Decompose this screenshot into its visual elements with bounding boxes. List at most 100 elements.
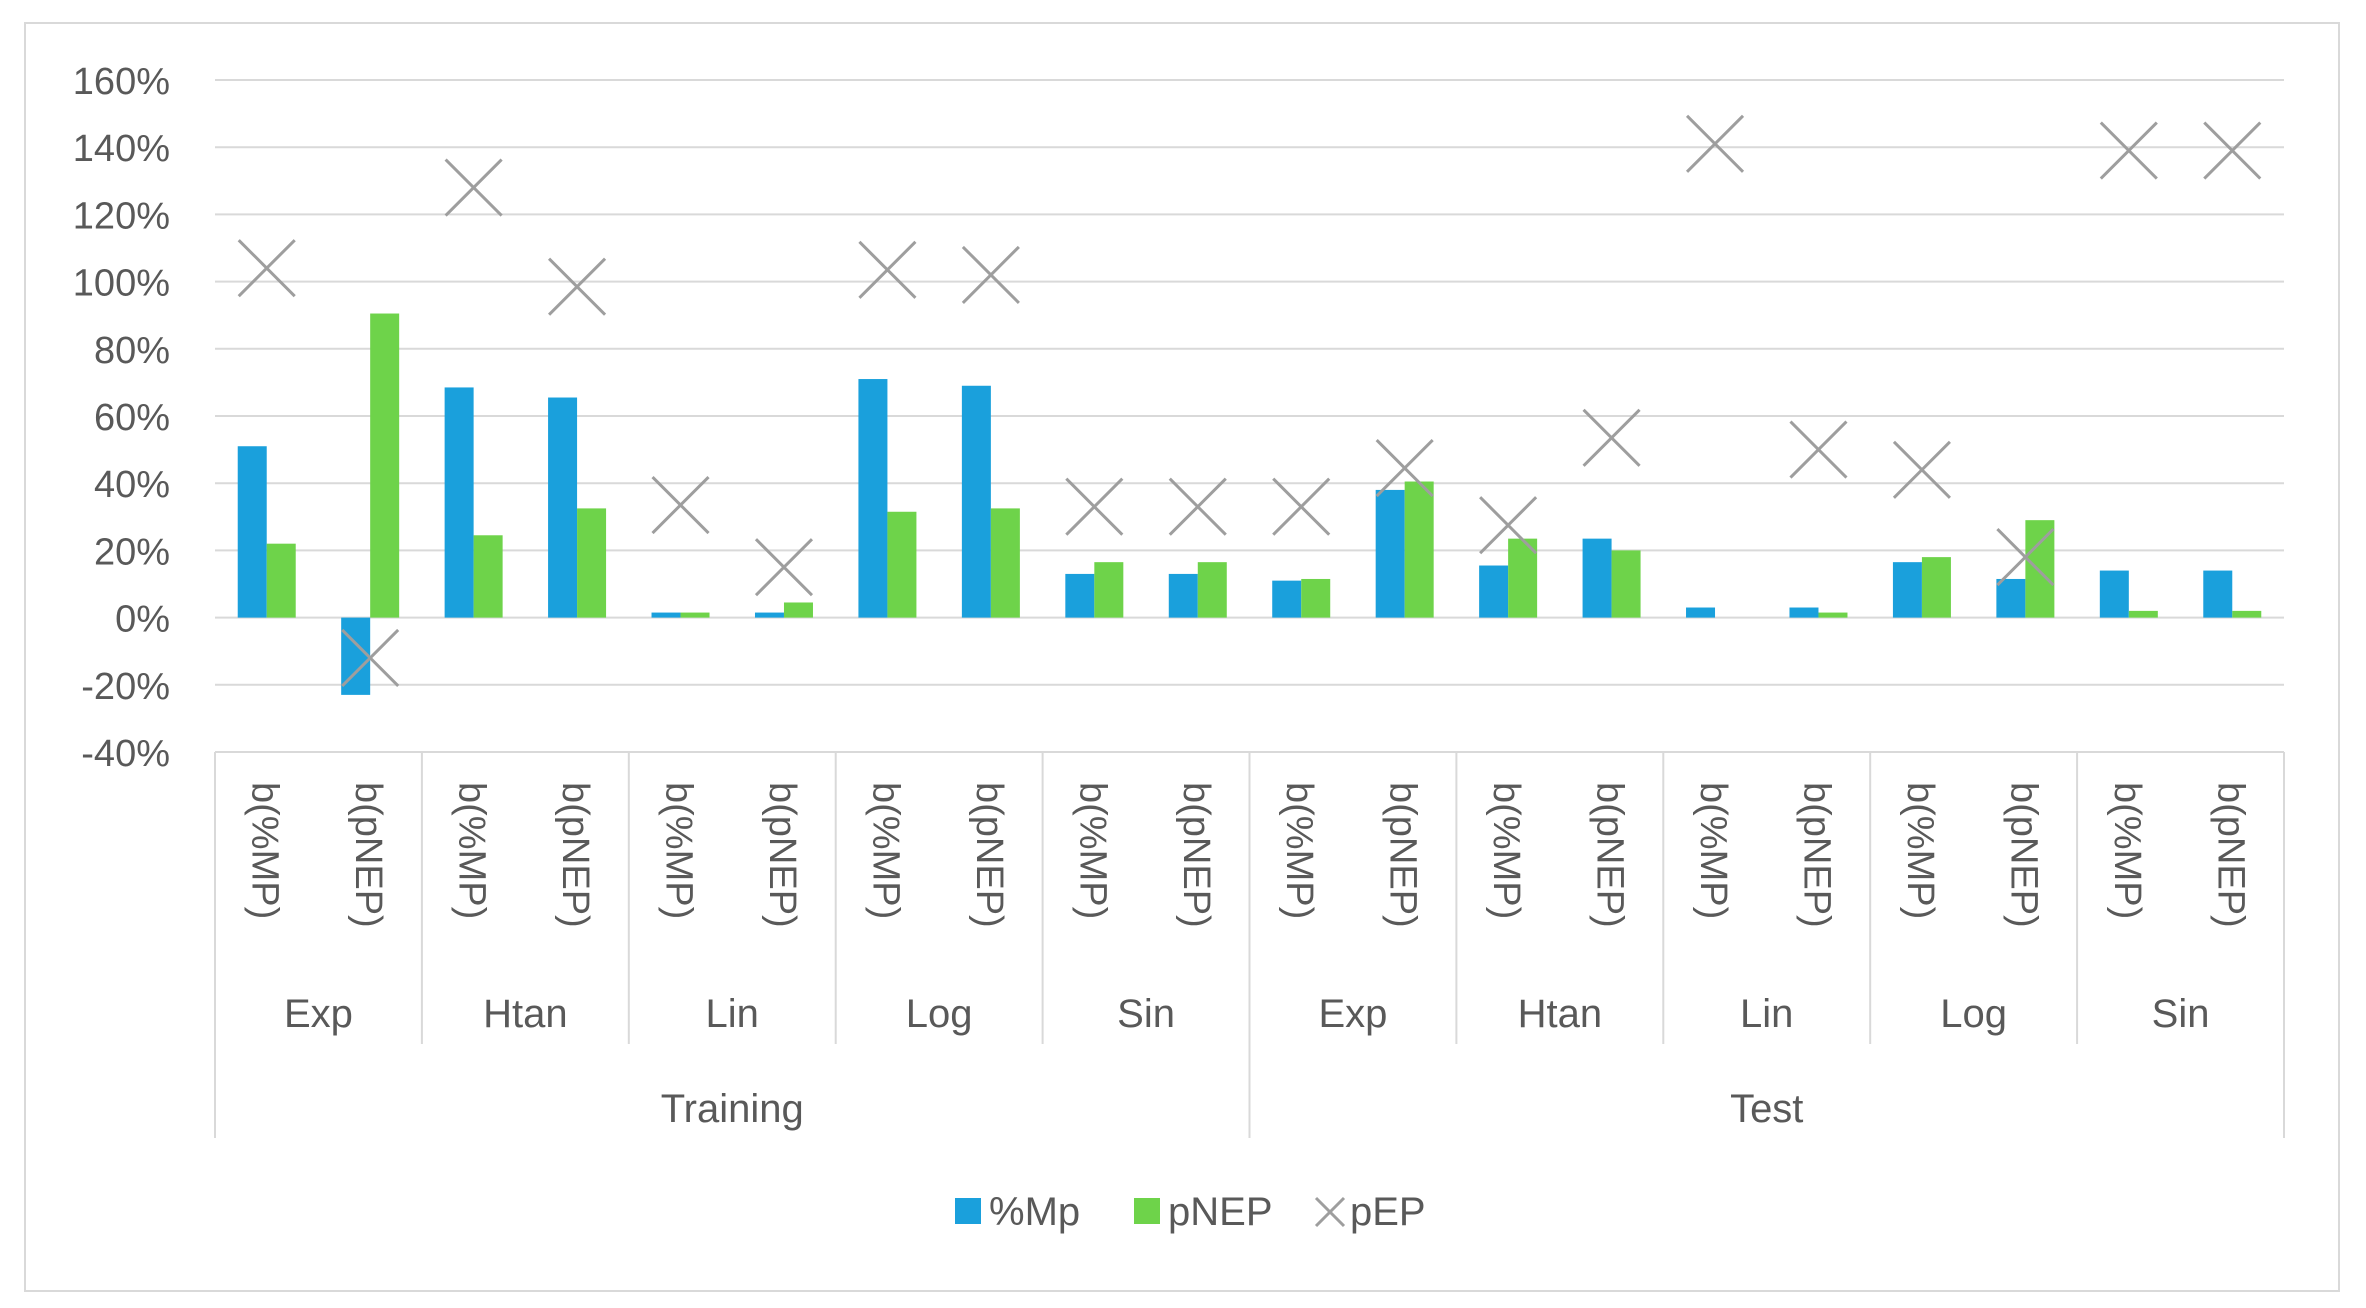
marker-pep <box>858 240 917 299</box>
category-label: b(pNEP) <box>968 782 1010 928</box>
bar-pnep <box>783 602 813 618</box>
group-label: Test <box>1730 1087 1803 1131</box>
group-label: Training <box>661 1087 804 1131</box>
subgroup-label: Sin <box>1117 992 1175 1036</box>
marker-pep <box>341 628 400 687</box>
category-label: b(%MP) <box>1692 782 1734 919</box>
category-label: b(%MP) <box>451 782 493 919</box>
legend: %Mp pNEP pEP <box>955 1190 1426 1234</box>
marker-pep <box>651 475 710 535</box>
bar-mp <box>754 612 784 618</box>
subgroup-label: Log <box>1940 992 2007 1036</box>
y-tick-label: 100% <box>73 263 170 305</box>
marker-pep <box>1479 496 1538 555</box>
category-label: b(%MP) <box>244 782 286 919</box>
category-label: b(%MP) <box>1485 782 1527 919</box>
marker-pep <box>754 538 814 597</box>
y-tick-label: 120% <box>73 195 170 237</box>
subgroup-label: Lin <box>1740 992 1793 1036</box>
legend-item: %Mp <box>955 1190 1080 1234</box>
legend-item: pEP <box>1314 1190 1426 1234</box>
marker-stroke <box>1479 496 1538 555</box>
marker-pep <box>1065 477 1124 536</box>
category-label: b(pNEP) <box>2002 782 2044 928</box>
category-label: b(pNEP) <box>2209 782 2251 928</box>
category-label: b(pNEP) <box>1382 782 1424 928</box>
y-tick-label: 0% <box>115 599 170 641</box>
y-tick-label: 80% <box>94 330 170 372</box>
marker-stroke <box>444 158 503 217</box>
category-label: b(pNEP) <box>1589 782 1631 928</box>
legend-swatch <box>955 1198 981 1224</box>
bar-mp <box>2203 570 2233 618</box>
category-label: b(%MP) <box>1278 782 1320 919</box>
legend-label: pEP <box>1350 1190 1426 1234</box>
marker-stroke <box>1996 528 2055 587</box>
bar-mp <box>548 397 578 618</box>
legend-marker-stroke <box>1314 1196 1346 1228</box>
category-label: b(%MP) <box>2106 782 2148 919</box>
category-label: b(pNEP) <box>1175 782 1217 928</box>
marker-pep <box>444 158 503 217</box>
bar-pnep <box>680 612 710 618</box>
bar-pnep <box>1301 578 1331 618</box>
marker-pep <box>2203 121 2262 180</box>
marker-layer <box>237 114 2262 687</box>
marker-pep <box>1685 114 1745 173</box>
bar-mp <box>1272 580 1302 618</box>
bar-layer <box>237 313 2262 695</box>
marker-pep <box>1168 477 1227 536</box>
category-label: b(pNEP) <box>761 782 803 928</box>
marker-stroke <box>1685 114 1745 173</box>
bar-pnep <box>473 535 503 618</box>
subgroup-label: Htan <box>1518 992 1603 1036</box>
marker-stroke <box>1272 477 1331 536</box>
x-axis: b(%MP) b(pNEP) b(%MP) b(pNEP) b(%MP) b(pNEP) b… <box>214 751 2285 1138</box>
marker-pep <box>237 239 296 298</box>
bar-pnep <box>2025 520 2055 618</box>
bar-pnep <box>266 543 296 618</box>
marker-pep <box>1892 440 1951 499</box>
y-tick-label: 140% <box>73 128 170 170</box>
marker-stroke <box>1375 439 1434 498</box>
subgroup-label: Log <box>906 992 973 1036</box>
bar-mp <box>1479 565 1509 618</box>
marker-pep <box>1375 439 1434 498</box>
marker-stroke <box>1892 440 1951 499</box>
bar-pnep <box>1508 538 1538 618</box>
marker-stroke <box>2203 121 2262 180</box>
grid-layer <box>215 79 2284 753</box>
bar-pnep <box>1094 562 1124 618</box>
marker-pep <box>548 257 607 316</box>
marker-stroke <box>754 538 814 597</box>
marker-pep <box>961 245 1020 304</box>
bar-mp <box>444 387 474 618</box>
bar-mp <box>1168 573 1198 618</box>
category-label: b(pNEP) <box>347 782 389 928</box>
chart-frame <box>24 22 2340 1292</box>
bar-pnep <box>887 511 917 618</box>
bar-pnep <box>990 508 1020 618</box>
bar-mp <box>1789 607 1819 618</box>
bar-mp <box>858 379 888 618</box>
marker-stroke <box>961 245 1020 304</box>
legend-swatch <box>1134 1198 1160 1224</box>
legend-label: %Mp <box>989 1190 1080 1234</box>
subgroup-label: Sin <box>2152 992 2210 1036</box>
bar-mp <box>651 612 681 618</box>
bar-pnep <box>2232 610 2262 618</box>
marker-pep <box>2099 121 2158 180</box>
y-tick-label: -40% <box>81 733 170 775</box>
y-tick-label: 40% <box>94 464 170 506</box>
marker-stroke <box>1168 477 1227 536</box>
subgroup-label: Lin <box>706 992 759 1036</box>
bar-mp <box>1375 489 1405 618</box>
category-label: b(%MP) <box>658 782 700 919</box>
category-label: b(%MP) <box>1071 782 1113 919</box>
category-label: b(%MP) <box>1899 782 1941 919</box>
bar-mp <box>2099 570 2129 618</box>
bar-mp <box>1686 607 1716 618</box>
bar-pnep <box>577 508 607 618</box>
marker-stroke <box>1582 408 1641 467</box>
category-label: b(%MP) <box>864 782 906 919</box>
